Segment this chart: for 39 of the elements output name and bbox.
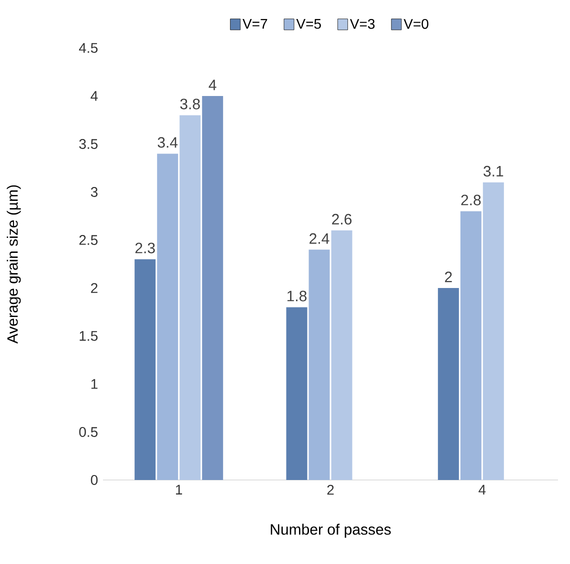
- x-axis-title: Number of passes: [270, 524, 391, 538]
- data-label: 2: [445, 272, 452, 282]
- x-tick-label: 2: [327, 484, 334, 495]
- y-tick-label: 2: [91, 283, 98, 293]
- data-label: 2.3: [135, 242, 155, 254]
- x-tick-label: 1: [176, 484, 182, 494]
- y-axis-title: Average grain size (µm): [6, 185, 21, 344]
- x-tick-label: 4: [478, 484, 486, 494]
- legend-label: V=5: [296, 19, 321, 29]
- legend-label: V=0: [404, 18, 428, 29]
- data-label: 3.8: [180, 98, 200, 110]
- y-tick-label: 4.5: [78, 43, 98, 53]
- bar: [482, 182, 504, 480]
- y-tick-label: 3.5: [79, 139, 98, 149]
- bar: [286, 307, 308, 480]
- bar: [460, 211, 482, 480]
- bar: [180, 115, 201, 480]
- data-label: 2.4: [310, 233, 330, 244]
- y-tick-label: 2.5: [79, 235, 98, 245]
- data-label: 2.6: [332, 214, 352, 225]
- y-tick-label: 0: [90, 475, 98, 485]
- data-label: 4: [208, 80, 216, 90]
- legend-label: V=3: [350, 18, 375, 29]
- bar: [308, 250, 330, 480]
- bar: [157, 154, 178, 480]
- data-label: 2.8: [461, 194, 481, 206]
- bar: [331, 230, 352, 480]
- bar: [134, 259, 156, 480]
- data-label: 3.1: [484, 166, 504, 177]
- y-tick-label: 1: [91, 379, 98, 389]
- y-tick-label: 4: [90, 91, 98, 101]
- bar: [438, 288, 459, 480]
- y-tick-label: 1.5: [80, 331, 98, 341]
- bar: [202, 96, 224, 480]
- y-tick-label: 0.5: [79, 427, 98, 437]
- data-label: 3.4: [158, 137, 178, 148]
- legend-label: V=7: [242, 19, 268, 29]
- y-tick-label: 3: [90, 187, 98, 197]
- data-label: 1.8: [287, 290, 307, 302]
